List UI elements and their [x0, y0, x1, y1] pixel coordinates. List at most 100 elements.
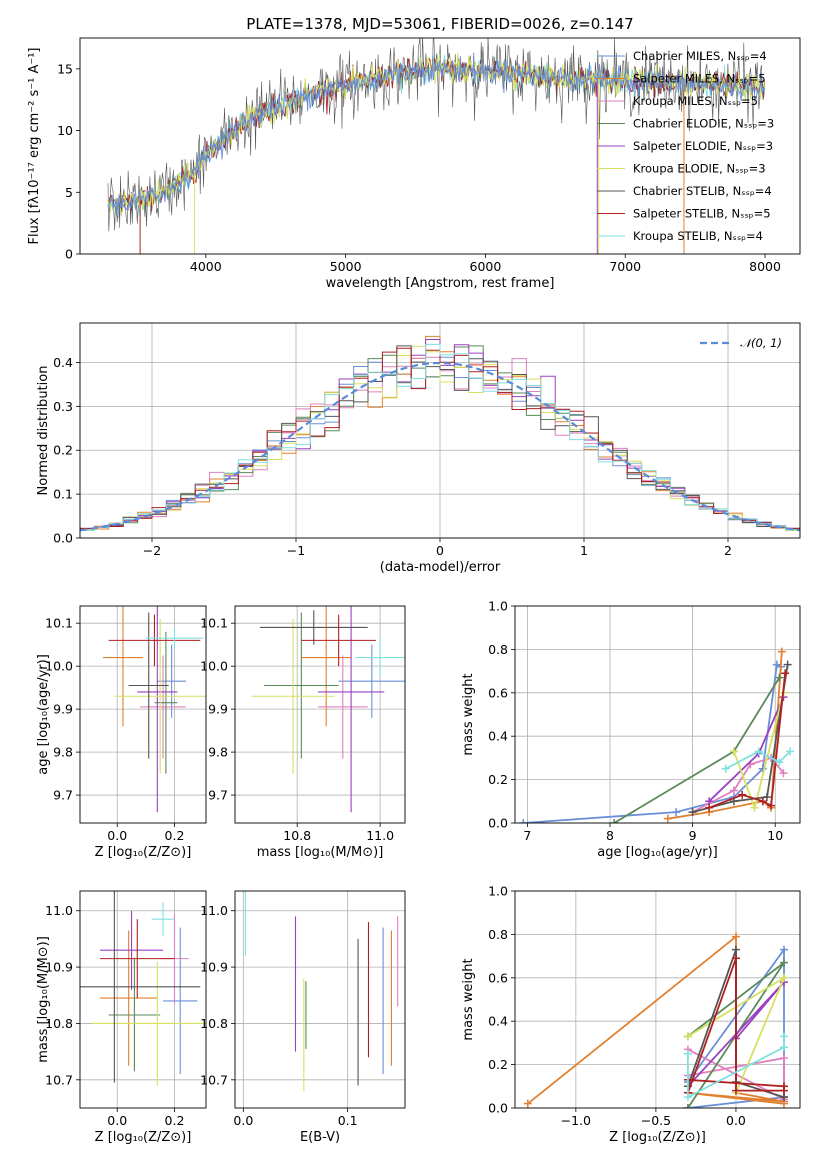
y-tick-label: 10.9 [45, 960, 73, 975]
legend-entry: Salpeter STELIB, Nₛₛₚ=5 [633, 207, 771, 221]
mass-weight-marker [779, 1054, 788, 1063]
x-tick-label: 1 [580, 543, 588, 558]
x-tick-label: 10 [767, 828, 783, 843]
x-tick-label: 5000 [330, 259, 362, 274]
mass-weight-marker [683, 1032, 692, 1041]
x-tick-label: 7000 [609, 259, 641, 274]
y-axis-label: age [log₁₀(age/yr)] [36, 654, 51, 775]
x-tick-label: 0.2 [165, 828, 185, 843]
x-tick-label: −1.0 [561, 1113, 591, 1128]
panel-mass_weight_vs_age: 7 8 9 10 0.0 0.2 0.4 0.6 0.8 1.0 age [log₁₀(age/yr… [461, 599, 801, 860]
mass-weight-marker [721, 764, 730, 773]
y-tick-label: 0.2 [488, 1057, 508, 1072]
y-tick-label: 0.2 [53, 443, 73, 458]
mass-weight-marker [683, 1093, 692, 1102]
panel-age_vs_mass: 10.8 11.0 9.7 9.8 9.9 10.0 10.1 mass [log₁₀(M/M… [200, 605, 406, 860]
x-tick-label: −1 [287, 543, 305, 558]
x-axis-label: mass [log₁₀(M/M⊙)] [257, 845, 384, 860]
y-axis-label: mass [log₁₀(M/M⊙)] [36, 936, 51, 1063]
x-tick-label: 7 [523, 828, 531, 843]
x-tick-label: −2 [143, 543, 161, 558]
mass-weight-line [725, 750, 791, 770]
mass-weight-marker [754, 747, 763, 756]
mass-weight-marker [688, 808, 697, 817]
x-tick-label: 0.0 [233, 1113, 253, 1128]
panel-mass_vs_Z: 0.0 0.2 10.7 10.8 10.9 11.0 Z [log₁₀(Z/Z⊙)] mas… [36, 890, 207, 1145]
y-tick-label: 1.0 [488, 884, 508, 899]
y-tick-label: 11.0 [200, 903, 228, 918]
plot-area-mass_weight_vs_Z [523, 932, 788, 1108]
axes-frame [79, 605, 207, 824]
x-tick-label: 10.8 [283, 828, 311, 843]
mass-weight-marker [786, 747, 795, 756]
mass-weight-marker [705, 803, 714, 812]
mass-weight-marker [775, 673, 784, 682]
mass-weight-marker [779, 945, 788, 954]
y-tick-label: 0.1 [53, 487, 73, 502]
x-tick-label: 11.0 [366, 828, 394, 843]
spectrum-line [107, 52, 766, 219]
mass-weight-line [687, 1036, 785, 1099]
y-tick-label: 9.8 [53, 745, 73, 760]
axes-frame [234, 605, 406, 824]
y-tick-label: 0.2 [488, 772, 508, 787]
mass-weight-line [667, 651, 783, 820]
x-tick-label: 0.2 [165, 1113, 185, 1128]
x-tick-label: 0.0 [726, 1113, 746, 1128]
y-tick-label: 10.9 [200, 960, 228, 975]
y-tick-label: 0.0 [488, 816, 508, 831]
x-axis-label: Z [log₁₀(Z/Z⊙)] [95, 1130, 192, 1145]
mass-weight-marker [758, 797, 767, 806]
y-tick-label: 0 [65, 247, 73, 262]
x-tick-label: 8000 [749, 259, 781, 274]
y-axis-label: Normed distribution [36, 366, 51, 496]
x-tick-label: 0.1 [338, 1113, 358, 1128]
figure-title: PLATE=1378, MJD=53061, FIBERID=0026, z=0… [246, 15, 633, 33]
y-tick-label: 10.0 [45, 659, 73, 674]
y-tick-label: 11.0 [45, 903, 73, 918]
x-axis-label: Z [log₁₀(Z/Z⊙)] [609, 1130, 706, 1145]
y-tick-label: 10.7 [200, 1072, 228, 1087]
x-tick-label: 8 [606, 828, 614, 843]
y-tick-label: 5 [65, 185, 73, 200]
y-tick-label: 10 [57, 123, 73, 138]
y-tick-label: 0.8 [488, 642, 508, 657]
y-tick-label: 0.4 [488, 1014, 508, 1029]
mass-weight-marker [779, 1082, 788, 1091]
y-tick-label: 0.0 [488, 1101, 508, 1116]
legend-entry: Kroupa MILES, Nₛₛₚ=5 [633, 94, 758, 108]
mass-weight-marker [779, 1043, 788, 1052]
axes-frame [514, 605, 801, 824]
mass-weight-marker [779, 1032, 788, 1041]
y-tick-label: 9.7 [208, 788, 228, 803]
gaussian-curve [80, 361, 800, 532]
panel-mass_weight_vs_Z: −1.0 −0.5 0.0 0.0 0.2 0.4 0.6 0.8 1.0 Z [log₁₀(Z/… [461, 884, 801, 1145]
mass-weight-marker [762, 792, 771, 801]
plot-area-mass_weight_vs_age [519, 647, 795, 823]
y-axis-label: Flux [fλ10⁻¹⁷ erg cm⁻² s⁻¹ A⁻¹] [27, 48, 42, 245]
axes-frame [234, 890, 406, 1109]
mass-weight-marker [731, 1086, 740, 1095]
plot-area-age_vs_mass [251, 606, 405, 813]
mass-weight-marker [779, 769, 788, 778]
y-tick-label: 10.0 [200, 659, 228, 674]
x-tick-label: 0.0 [107, 1113, 127, 1128]
mass-weight-marker [775, 758, 784, 767]
mass-weight-marker [729, 786, 738, 795]
y-tick-label: 15 [57, 61, 73, 76]
legend-entry: Chabrier ELODIE, Nₛₛₚ=3 [633, 117, 774, 131]
x-axis-label: age [log₁₀(age/yr)] [597, 845, 718, 860]
mass-weight-marker [672, 808, 681, 817]
y-tick-label: 0.0 [53, 531, 73, 546]
x-tick-label: 4000 [190, 259, 222, 274]
plot-area-age_vs_Z [102, 606, 206, 813]
y-tick-label: 10.1 [45, 616, 73, 631]
y-tick-label: 0.4 [488, 729, 508, 744]
mass-weight-marker [777, 647, 786, 656]
mass-weight-marker [683, 1104, 692, 1108]
panel-spectrum: 4000 5000 6000 7000 8000 0 5 10 15 wavelength [An… [27, 37, 801, 291]
mass-weight-marker [731, 945, 740, 954]
x-axis-label: wavelength [Angstrom, rest frame] [326, 276, 555, 291]
y-tick-label: 9.7 [53, 788, 73, 803]
y-tick-label: 0.4 [53, 355, 73, 370]
